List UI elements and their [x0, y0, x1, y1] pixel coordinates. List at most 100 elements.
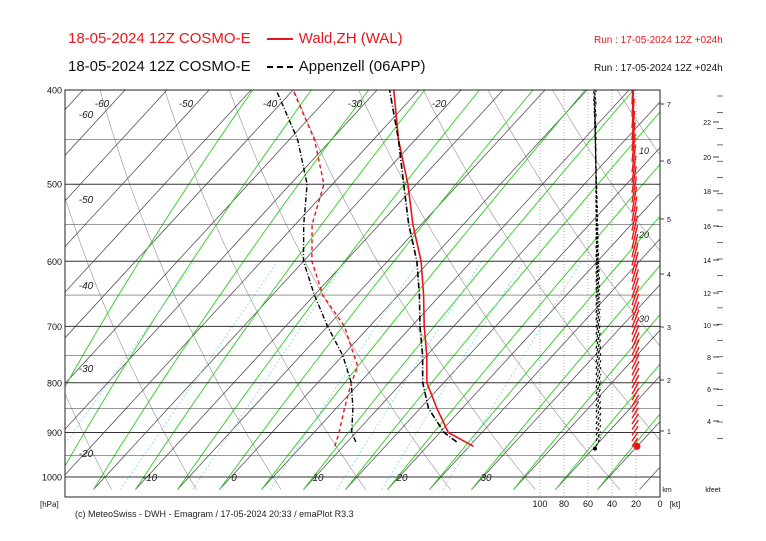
kfeet-tick-label: 20 [703, 155, 711, 162]
appenzell-wind-barb [595, 284, 601, 306]
appenzell-wind-barb [593, 90, 597, 105]
header-line2: 18-05-2024 12Z COSMO-E Appenzell (06APP) [68, 58, 426, 75]
isotherm-line [65, 90, 168, 202]
km-axis-label: km [662, 487, 672, 494]
isotherm-line [555, 375, 660, 490]
hodograph-speed-label: 10 [639, 146, 649, 156]
wald-temperature-line [393, 90, 474, 448]
appenzell-wind-barb [595, 331, 602, 349]
appenzell-wind-barb [595, 373, 602, 389]
legend-appenzell-swatch [266, 66, 293, 69]
isotherm-label-bottom: 20 [395, 473, 408, 484]
moist-adiabat-line [65, 90, 312, 467]
wind-axis-unit: [kt] [670, 500, 681, 509]
kfeet-tick-label: 12 [703, 291, 711, 298]
isotherm-label-left: -40 [79, 281, 94, 292]
hodograph-speed-label: 30 [639, 314, 649, 324]
appenzell-wind-barb [595, 345, 602, 363]
footer-credit: (c) MeteoSwiss - DWH - Emagram / 17-05-2… [75, 509, 354, 519]
isotherm-label-left: -60 [79, 110, 94, 121]
appenzell-wind-barb [595, 215, 599, 240]
isotherm-line [65, 90, 378, 430]
wald-wind-barb [631, 269, 640, 291]
header-line1: 18-05-2024 12Z COSMO-E Wald,ZH (WAL) [68, 30, 403, 47]
isotherm-line [65, 90, 252, 293]
appenzell-wind-barb [595, 419, 602, 430]
moist-adiabat-line [177, 90, 480, 490]
dry-adiabat-line [0, 90, 27, 490]
wald-wind-barb [631, 133, 636, 162]
isotherm-line [682, 90, 766, 489]
appenzell-wind-barb [595, 393, 602, 407]
mixing-ratio-line [336, 261, 483, 490]
appenzell-wind-barb [595, 268, 600, 290]
moist-adiabat-line [513, 313, 660, 490]
wald-wind-barb [631, 224, 639, 249]
kfeet-tick-label: 18 [703, 189, 711, 196]
wald-wind-barb [631, 332, 640, 349]
appenzell-temperature-line [388, 90, 458, 443]
moist-adiabat-line [597, 413, 660, 490]
appenzell-dewpoint-line [275, 90, 357, 443]
wald-wind-barb [631, 381, 640, 395]
header-line2-model: 18-05-2024 12Z COSMO-E [68, 58, 251, 75]
appenzell-wind-barb [595, 276, 601, 298]
pressure-tick-label: 800 [47, 378, 62, 388]
wald-wind-barb [631, 215, 639, 240]
wald-wind-barb [631, 339, 640, 356]
appenzell-wind-barb [593, 122, 597, 151]
wald-wind-barb [631, 301, 640, 321]
appenzell-surface-marker [593, 446, 597, 451]
wald-wind-barb [631, 251, 639, 274]
kfeet-tick-label: 14 [703, 258, 711, 265]
wind-axis-label: 0 [657, 499, 662, 509]
appenzell-wind-barb [595, 367, 602, 382]
appenzell-wind-barb [595, 353, 602, 369]
wind-axis-label: 80 [559, 499, 569, 509]
isotherm-line [93, 90, 462, 490]
isotherm-line [65, 90, 420, 476]
isotherm-label-top: -50 [179, 99, 194, 110]
isotherm-line [135, 90, 504, 490]
header-line1-model: 18-05-2024 12Z COSMO-E [68, 30, 251, 47]
moist-adiabat-line [471, 264, 660, 490]
wald-wind-barb [631, 413, 639, 425]
isotherm-line [429, 238, 660, 490]
appenzell-wind-barb [593, 110, 597, 140]
wald-wind-barb [631, 260, 639, 283]
appenzell-wind-barb [595, 400, 602, 413]
appenzell-wind-barb [594, 133, 597, 162]
kfeet-tick-label: 16 [703, 224, 711, 231]
wald-wind-barb [631, 155, 637, 183]
wald-wind-barb [631, 234, 639, 258]
wald-surface-marker [633, 442, 641, 450]
plot-frame [64, 89, 661, 498]
dry-adiabat-line [487, 90, 660, 347]
dry-adiabat-line [293, 90, 536, 490]
isotherm-line [639, 466, 660, 490]
moist-adiabat-line [303, 90, 634, 490]
dry-adiabat-line [552, 90, 660, 252]
wald-wind-barb [631, 285, 640, 306]
appenzell-wind-barb [595, 308, 601, 328]
wald-wind-barb [631, 394, 640, 407]
appenzell-wind-barb [595, 259, 600, 282]
pressure-tick-label: 900 [47, 428, 62, 438]
isotherm-line [65, 90, 210, 248]
isotherm-line [65, 90, 336, 385]
isotherm-line [0, 90, 41, 489]
moist-adiabat-line [93, 90, 370, 490]
moist-adiabat-line [387, 163, 660, 490]
km-tick-label: 6 [667, 159, 671, 166]
dry-adiabat-line [65, 392, 112, 490]
kfeet-tick-label: 6 [707, 387, 711, 394]
wald-wind-barb [631, 324, 640, 343]
moist-adiabat-line [65, 90, 254, 388]
appenzell-wind-barb [595, 205, 599, 231]
appenzell-wind-barb [595, 338, 602, 356]
moist-adiabat-line [135, 90, 426, 490]
legend-wald-swatch [266, 38, 293, 41]
wald-wind-barb [631, 400, 640, 413]
wald-wind-barb [631, 317, 640, 335]
